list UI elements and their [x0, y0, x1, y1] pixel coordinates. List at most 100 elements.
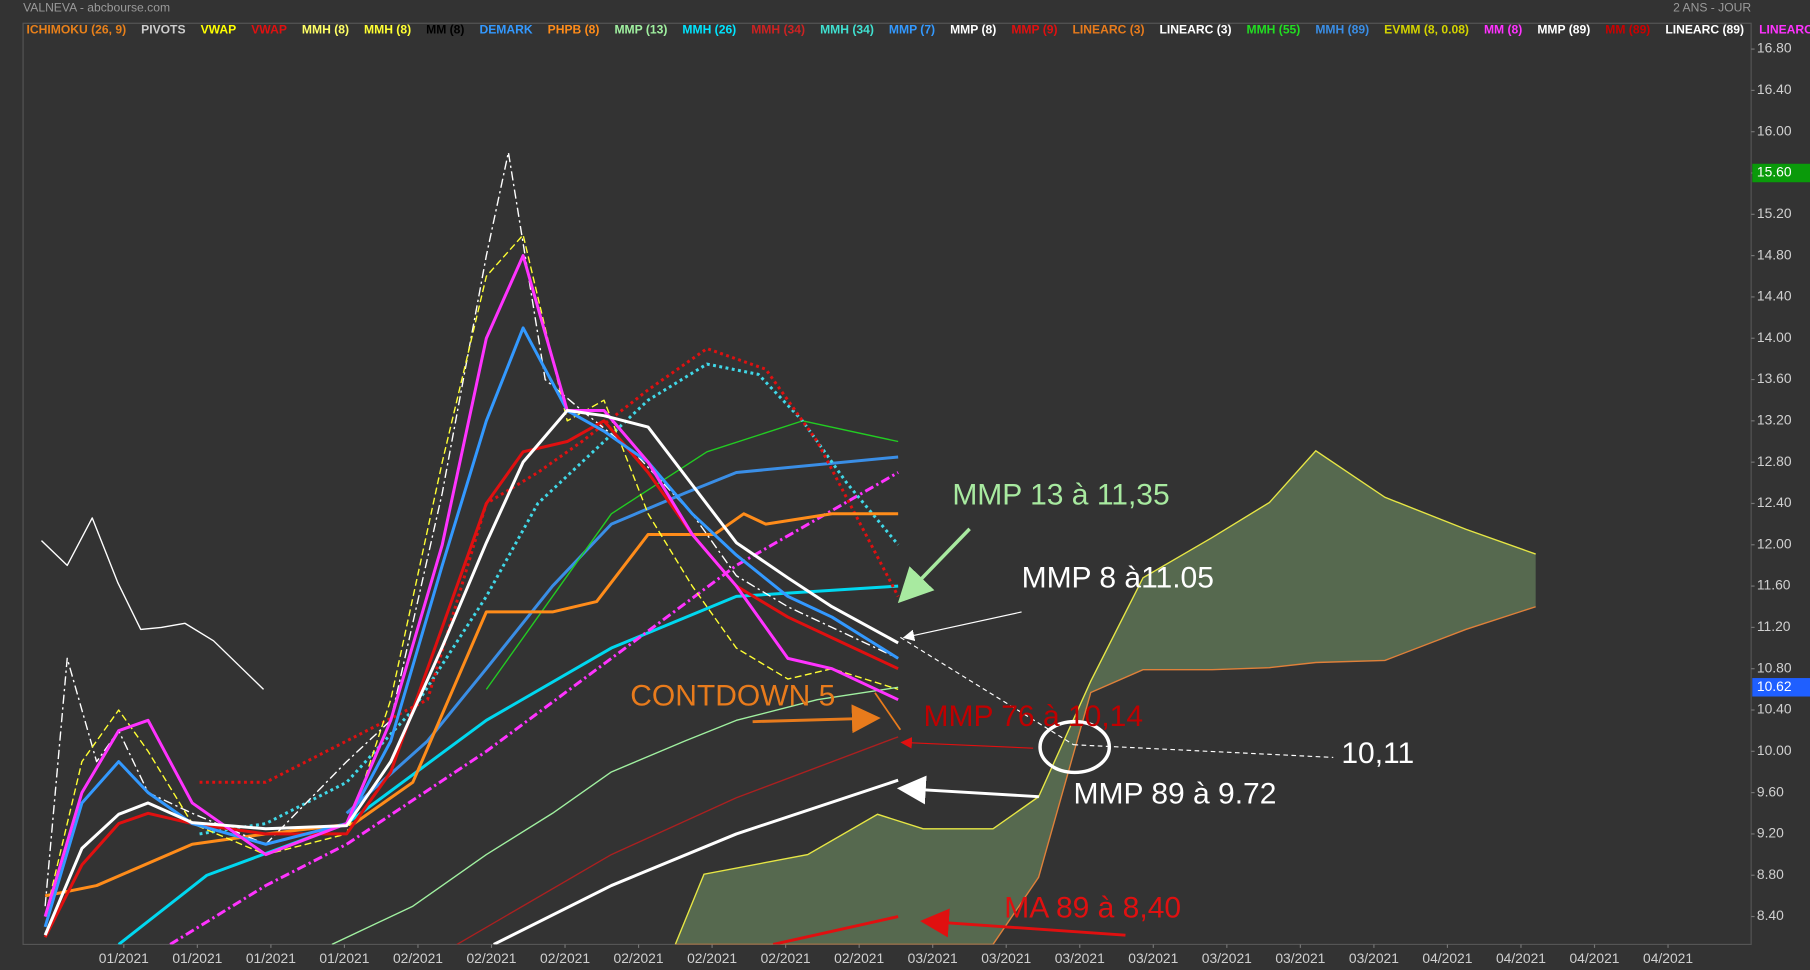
- legend-item: MMH (34): [820, 22, 874, 36]
- legend-item: MMP (13): [614, 22, 667, 36]
- legend-item: VWAP: [201, 22, 237, 36]
- x-tick-label: 02/2021: [687, 950, 737, 966]
- y-tick-label: 12.00: [1757, 535, 1792, 551]
- legend-item: MM (8): [426, 22, 464, 36]
- series-line: [456, 736, 899, 945]
- x-tick-label: 03/2021: [1055, 950, 1105, 966]
- x-tick-label: 03/2021: [1275, 950, 1325, 966]
- legend-item: MMP (9): [1011, 22, 1057, 36]
- x-tick-label: 01/2021: [246, 950, 296, 966]
- trend-line: [1073, 744, 1334, 758]
- x-tick-label: 03/2021: [1349, 950, 1399, 966]
- y-tick-label: 12.80: [1757, 453, 1792, 469]
- x-tick-label: 02/2021: [466, 950, 516, 966]
- y-tick-label: 14.80: [1757, 246, 1792, 262]
- ichimoku-cloud: [675, 450, 1536, 945]
- series-line: [43, 326, 899, 928]
- legend-item: PIVOTS: [141, 22, 185, 36]
- annotation: 10,11: [1341, 737, 1414, 770]
- plot-area: [40, 151, 1536, 945]
- price-tag-label: 10.62: [1757, 678, 1792, 694]
- plot-frame: [22, 22, 1752, 946]
- series-line: [772, 915, 899, 945]
- legend-item: MMH (8): [302, 22, 349, 36]
- legend-item: LINEARC (3): [1160, 22, 1232, 36]
- x-tick-label: 02/2021: [834, 950, 884, 966]
- x-tick-label: 02/2021: [540, 950, 590, 966]
- arrow: [897, 527, 971, 604]
- y-tick-label: 16.80: [1757, 40, 1792, 56]
- countdown-line: [874, 692, 902, 731]
- y-tick-label: 10.80: [1757, 659, 1792, 675]
- arrow: [896, 775, 1039, 805]
- x-tick-label: 04/2021: [1643, 950, 1693, 966]
- annotation: MA 89 à 8,40: [1004, 892, 1181, 925]
- legend-item: MMH (26): [682, 22, 736, 36]
- legend-item: MMP (7): [889, 22, 935, 36]
- x-tick-label: 04/2021: [1422, 950, 1472, 966]
- y-tick-label: 9.20: [1757, 825, 1784, 841]
- legend-item: MMP (89): [1537, 22, 1590, 36]
- y-tick-label: 15.20: [1757, 205, 1792, 221]
- annotation-layer: MMP 13 à 11,35 MMP 8 à11.05 CONTDOWN 5 MMP …: [630, 478, 1414, 938]
- x-tick-label: 02/2021: [393, 950, 443, 966]
- highlight-circle: [1038, 719, 1112, 775]
- y-tick-label: 8.80: [1757, 866, 1784, 882]
- series-line: [44, 234, 899, 917]
- annotation: MMP 76 à 10,14: [923, 700, 1143, 733]
- legend-item: LINEARC (3): [1073, 22, 1145, 36]
- legend-item: MM (89): [1605, 22, 1650, 36]
- y-tick-label: 11.60: [1757, 577, 1791, 593]
- x-tick-label: 02/2021: [761, 950, 811, 966]
- x-tick-label: 03/2021: [1202, 950, 1252, 966]
- legend-item: MMP (8): [950, 22, 996, 36]
- x-tick-label: 03/2021: [981, 950, 1031, 966]
- x-tick-label: 01/2021: [172, 950, 222, 966]
- legend-item: PHPB (8): [548, 22, 600, 36]
- x-tick-label: 03/2021: [908, 950, 958, 966]
- legend-item: MMH (34): [751, 22, 805, 36]
- legend-item: MMH (8): [364, 22, 411, 36]
- cloud-edge: [674, 449, 1536, 945]
- legend-item: ICHIMOKU (26, 9): [27, 22, 127, 36]
- y-tick-label: 14.40: [1757, 288, 1792, 304]
- price-tag: [1752, 163, 1810, 183]
- annotation: MMP 89 à 9.72: [1074, 777, 1277, 810]
- legend-item: LINEARC (89): [1759, 22, 1810, 36]
- arrow: [920, 908, 1126, 938]
- x-tick-label: 01/2021: [99, 950, 149, 966]
- x-tick-label: 02/2021: [614, 950, 664, 966]
- y-tick-label: 12.40: [1757, 494, 1792, 510]
- series-line: [43, 254, 899, 917]
- arrow: [902, 611, 1022, 642]
- series-line: [43, 409, 899, 936]
- x-tick-label: 04/2021: [1496, 950, 1546, 966]
- series-line: [169, 471, 899, 945]
- y-tick-label: 14.00: [1757, 329, 1792, 345]
- y-tick-label: 16.00: [1757, 122, 1792, 138]
- y-tick-label: 9.60: [1757, 783, 1784, 799]
- legend-item: MM (8): [1484, 22, 1522, 36]
- series-line: [331, 686, 899, 945]
- y-tick-label: 16.40: [1757, 81, 1792, 97]
- series-line: [199, 362, 900, 836]
- series-line: [493, 778, 899, 945]
- y-tick-label: 11.20: [1757, 618, 1791, 634]
- annotation: CONTDOWN 5: [630, 679, 835, 712]
- series-line: [485, 420, 899, 690]
- series-line: [40, 517, 265, 690]
- legend-item: EVMM (8, 0.08): [1384, 22, 1469, 36]
- series-line: [44, 151, 899, 907]
- arrow: [752, 704, 881, 734]
- x-tick-label: 01/2021: [319, 950, 369, 966]
- x-tick-label: 04/2021: [1569, 950, 1619, 966]
- y-tick-label: 10.00: [1757, 742, 1792, 758]
- arrow: [900, 737, 1034, 749]
- y-tick-label: 10.40: [1757, 701, 1792, 717]
- legend-item: LINEARC (89): [1665, 22, 1744, 36]
- price-tag: [1752, 678, 1810, 697]
- y-tick-label: 13.60: [1757, 370, 1792, 386]
- price-tag-label: 15.60: [1757, 164, 1792, 180]
